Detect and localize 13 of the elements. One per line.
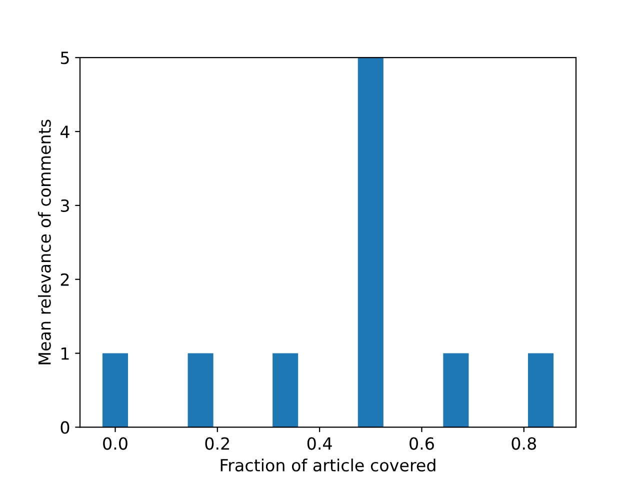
x-tick-label: 0.2 bbox=[205, 437, 229, 450]
x-tick-label: 0.6 bbox=[410, 437, 434, 450]
y-axis-title: Mean relevance of comments bbox=[38, 120, 51, 364]
y-tick-label: 0 bbox=[60, 421, 70, 434]
x-axis-title: Fraction of article covered bbox=[220, 458, 436, 472]
y-tick-label: 5 bbox=[60, 52, 69, 64]
y-tick-label: 4 bbox=[60, 126, 70, 138]
x-tick-label: 0.8 bbox=[512, 437, 536, 450]
y-tick-label: 2 bbox=[60, 273, 69, 286]
y-tick-label: 1 bbox=[62, 347, 69, 360]
x-tick-label: 0.0 bbox=[103, 437, 128, 450]
y-tick-label: 3 bbox=[60, 199, 69, 212]
x-tick-label: 0.4 bbox=[307, 437, 332, 450]
